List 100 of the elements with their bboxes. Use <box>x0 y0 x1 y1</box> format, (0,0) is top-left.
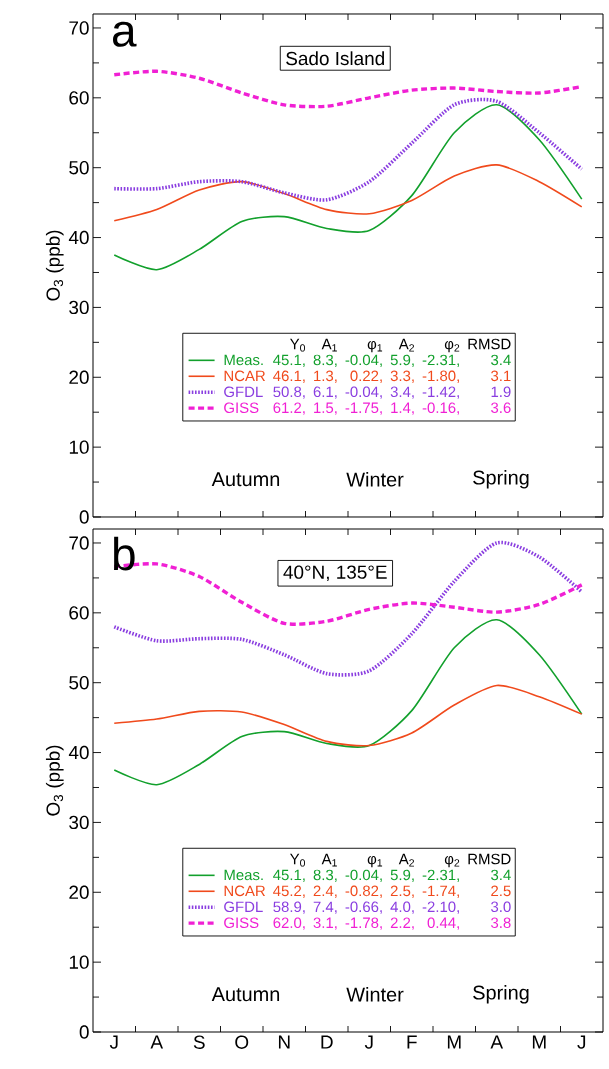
legend-label: GISS <box>224 917 259 929</box>
annotation: 45.1, <box>273 869 305 882</box>
annotation: a <box>113 21 137 47</box>
y-tick-label: 40 <box>68 745 89 760</box>
annotation: RMSD <box>468 338 511 350</box>
annotation: Autumn <box>211 987 280 1002</box>
annotation: φ$_{1}$ <box>367 341 383 353</box>
line-series <box>113 164 583 222</box>
annotation: 50.8, <box>273 386 305 399</box>
annotation: 45.1, <box>273 354 305 367</box>
annotation: 3.8 <box>491 917 511 929</box>
x-tick-label: A <box>490 1035 504 1049</box>
annotation: -2.31, <box>422 869 459 882</box>
annotation: Y$_{0}$ <box>290 853 306 867</box>
annotation: 3.0 <box>491 901 511 913</box>
x-tick-label: F <box>407 1035 417 1049</box>
annotation: -0.82, <box>345 885 382 898</box>
annotation: 8.3, <box>313 869 337 882</box>
legend-label: GFDL <box>224 901 263 913</box>
legend-label: Meas. <box>224 354 263 366</box>
annotation: φ$_{1}$ <box>367 856 383 868</box>
line-series <box>113 684 583 747</box>
y-tick-label: 20 <box>69 370 89 384</box>
annotation: 0.44, <box>427 917 459 930</box>
annotation: -1.78, <box>345 917 382 930</box>
annotation: φ$_{2}$ <box>444 341 460 353</box>
annotation: Spring <box>473 469 529 489</box>
text: Sado Island <box>286 51 384 66</box>
annotation: -0.04, <box>345 869 382 882</box>
annotation: 7.4, <box>313 901 337 914</box>
annotation: 61.2, <box>273 402 305 415</box>
annotation: 2.2, <box>390 917 414 930</box>
annotation: 45.2, <box>273 885 305 898</box>
annotation: -1.75, <box>345 402 382 415</box>
line-series <box>113 619 583 786</box>
annotation: 8.3, <box>313 354 337 367</box>
annotation: 3.1, <box>313 917 337 930</box>
y-tick-label: 0 <box>79 510 89 524</box>
annotation: φ$_{2}$ <box>444 856 460 868</box>
annotation: -2.10, <box>422 901 459 914</box>
annotation: 3.4 <box>491 869 511 881</box>
annotation: -1.74, <box>422 885 459 898</box>
y-axis-title: O$_{3}$ (ppb) <box>45 745 64 816</box>
annotation: 2.4, <box>313 885 337 898</box>
legend-label: GFDL <box>224 386 263 398</box>
text: 40°N, 135°E <box>283 565 387 582</box>
annotation: -1.42, <box>422 386 459 399</box>
annotation: -0.16, <box>422 402 459 415</box>
annotation: 3.4 <box>491 354 511 366</box>
x-tick-label: A <box>150 1035 164 1049</box>
annotation: 1.4, <box>391 402 414 415</box>
annotation: 4.0, <box>390 901 414 914</box>
legend-label: Meas. <box>224 869 263 881</box>
x-tick-label: N <box>278 1035 290 1049</box>
annotation: 0.22, <box>350 370 382 383</box>
x-tick-label: J <box>364 1035 373 1049</box>
annotation: 2.5, <box>390 885 414 898</box>
y-tick-label: 10 <box>69 955 89 969</box>
annotation: Y$_{0}$ <box>290 338 306 352</box>
annotation: A$_{2}$ <box>398 853 414 867</box>
y-tick-label: 70 <box>69 536 89 550</box>
annotation: -1.80, <box>422 370 459 383</box>
annotation: 3.1 <box>491 370 511 382</box>
y-axis-title: O$_{3}$ (ppb) <box>45 230 64 301</box>
y-tick-label: 60 <box>69 606 89 620</box>
y-tick-label: 70 <box>69 21 89 35</box>
annotation: -0.04, <box>345 354 382 367</box>
y-tick-label: 50 <box>69 675 89 690</box>
y-tick-label: 20 <box>69 885 89 899</box>
annotation: 1.9 <box>491 386 511 398</box>
annotation: 1.5, <box>314 402 337 415</box>
y-tick-label: 10 <box>69 440 89 454</box>
x-tick-label: S <box>193 1035 205 1049</box>
annotation: Winter <box>346 471 404 487</box>
annotation: b <box>114 536 135 571</box>
annotation: Autumn <box>211 472 280 487</box>
annotation: Winter <box>346 986 404 1002</box>
y-tick-label: 0 <box>79 1025 89 1039</box>
annotation: -2.31, <box>422 354 459 367</box>
x-tick-label: D <box>321 1035 333 1049</box>
y-tick-label: 40 <box>68 230 89 245</box>
annotation: A$_{2}$ <box>398 338 414 352</box>
y-tick-label: 60 <box>69 91 89 105</box>
annotation: 3.6 <box>491 402 511 414</box>
annotation: A$_{1}$ <box>321 338 337 352</box>
annotation: 3.4, <box>390 386 414 399</box>
y-tick-label: 30 <box>69 300 89 315</box>
legend-label: NCAR <box>224 885 266 897</box>
legend-label: GISS <box>224 402 259 414</box>
annotation: 5.9, <box>390 354 414 367</box>
x-tick-label: O <box>235 1035 249 1049</box>
annotation: -0.66, <box>345 901 382 914</box>
annotation: -0.04, <box>345 386 382 399</box>
x-tick-label: J <box>109 1035 118 1049</box>
y-tick-label: 50 <box>69 160 89 175</box>
annotation: 2.5 <box>491 885 511 897</box>
annotation: A$_{1}$ <box>321 853 337 867</box>
annotation: 62.0, <box>273 917 305 930</box>
legend-label: NCAR <box>224 370 266 382</box>
annotation: 6.1, <box>313 386 337 399</box>
